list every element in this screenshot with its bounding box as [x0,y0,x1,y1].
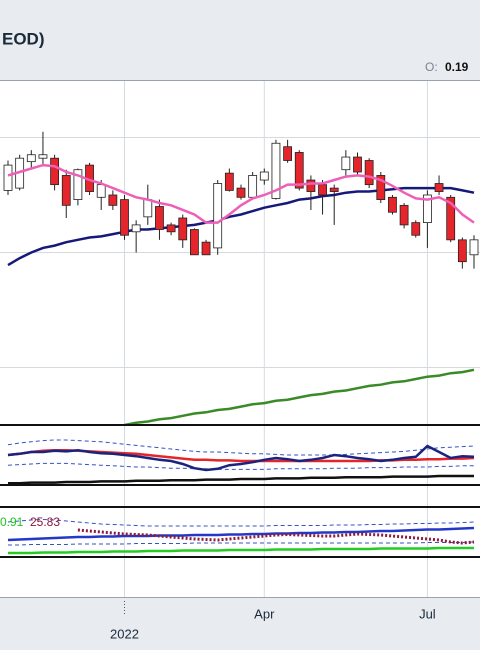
candle-body [283,146,293,161]
candle-body [457,239,467,263]
candle-body [224,172,234,191]
candle-body [294,152,304,189]
series-line [7,163,475,224]
x-axis-bar [0,597,480,650]
grid [0,81,480,615]
series-line [7,439,475,456]
candle-body [131,224,141,233]
candle-body [61,175,71,206]
x-tick-label: Apr [254,606,275,621]
candle-body [166,224,176,233]
candle-body [178,217,188,241]
candle-body [3,164,13,191]
candle-body [329,187,339,192]
candle-body [143,199,153,218]
candle-body [248,175,258,198]
candle-body [259,171,269,181]
x-tick-label: Jul [419,606,436,621]
candle-body [155,206,164,230]
candle-body [446,196,456,241]
candle-body [399,204,409,226]
candle-body [213,183,223,249]
series-line [7,518,475,527]
series-line [8,541,475,546]
quote-label: O: [425,60,438,74]
candle-body [434,183,444,192]
indicator-value: 25.83 [30,515,60,529]
candle-body [38,154,48,159]
candle-body [353,156,362,173]
x-tick-label: 2022 [110,626,139,641]
candle-body [411,222,421,236]
candle-body [422,194,432,224]
candle-body [469,239,479,256]
indicator-value: 0.91 [0,515,24,529]
quote-value: 0.19 [445,60,469,74]
candle-body [376,175,386,200]
candle-body [388,196,397,213]
series-line [7,444,475,472]
candle-body [73,169,83,200]
candle-body [341,156,351,171]
candle-body [120,199,129,236]
series-line [7,526,475,542]
candle-body [271,142,281,199]
candle-body [236,187,246,198]
header-bar [0,0,480,80]
series-line [124,368,475,427]
plot-area [0,80,480,597]
candle-body [50,157,59,186]
series-line [7,462,474,470]
candle-body [189,229,199,256]
candle-body [318,184,327,196]
candle-body [364,160,374,186]
series-line [8,546,474,555]
series-line [8,474,474,485]
candle-body [306,179,316,192]
plots [3,131,479,555]
candle-body [26,154,36,163]
candle-body [108,194,118,206]
chart-title: EOD) [2,29,45,48]
candle-body [201,241,211,256]
candle-body [96,184,106,198]
